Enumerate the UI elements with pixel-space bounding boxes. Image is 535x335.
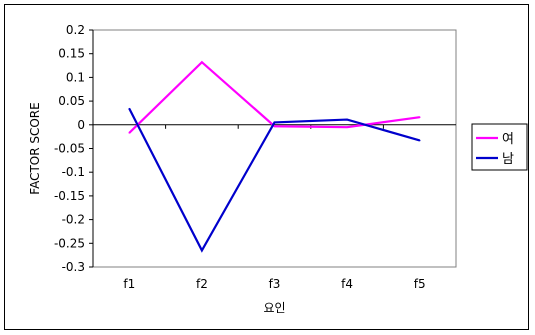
legend: 여남 <box>471 123 528 171</box>
legend-label: 남 <box>502 152 514 167</box>
data-point <box>418 139 421 142</box>
data-point <box>273 125 276 128</box>
plot-area <box>92 29 457 268</box>
y-tick-label: -0.25 <box>54 236 85 250</box>
y-tick-label: -0.1 <box>62 165 85 179</box>
data-point <box>346 126 348 128</box>
y-tick-label: -0.2 <box>62 213 85 227</box>
y-tick-label: -0.3 <box>62 260 85 274</box>
legend-box <box>471 123 528 171</box>
data-point <box>128 107 131 110</box>
data-point <box>128 132 131 134</box>
data-point <box>273 121 276 124</box>
y-axis: 0.2 0.15 0.1 0.05 0 -0.05 -0.1 -0.15 -0.2 -0.25 -0… <box>54 23 94 274</box>
y-axis-title: FACTOR SCORE <box>28 102 42 194</box>
x-tick-label: f2 <box>196 277 208 291</box>
data-point <box>346 118 348 121</box>
legend-label: 여 <box>502 132 514 147</box>
x-axis-title: 요인 <box>263 301 285 315</box>
y-tick-label: 0 <box>77 118 85 132</box>
data-point <box>201 249 203 252</box>
x-tick-label: f3 <box>269 277 281 291</box>
y-tick-label: -0.15 <box>54 189 85 203</box>
x-tick-label: f4 <box>341 277 353 291</box>
x-tick-label: f5 <box>414 277 426 291</box>
data-point <box>418 116 421 119</box>
y-tick-label: -0.05 <box>54 142 85 156</box>
series-layer <box>128 60 421 253</box>
data-point <box>201 61 203 64</box>
y-tick-label: 0.1 <box>66 70 85 84</box>
y-tick-label: 0.2 <box>66 23 85 37</box>
y-tick-label: 0.15 <box>58 47 85 61</box>
y-tick-label: 0.05 <box>58 94 85 108</box>
x-tick-label: f1 <box>123 277 135 291</box>
